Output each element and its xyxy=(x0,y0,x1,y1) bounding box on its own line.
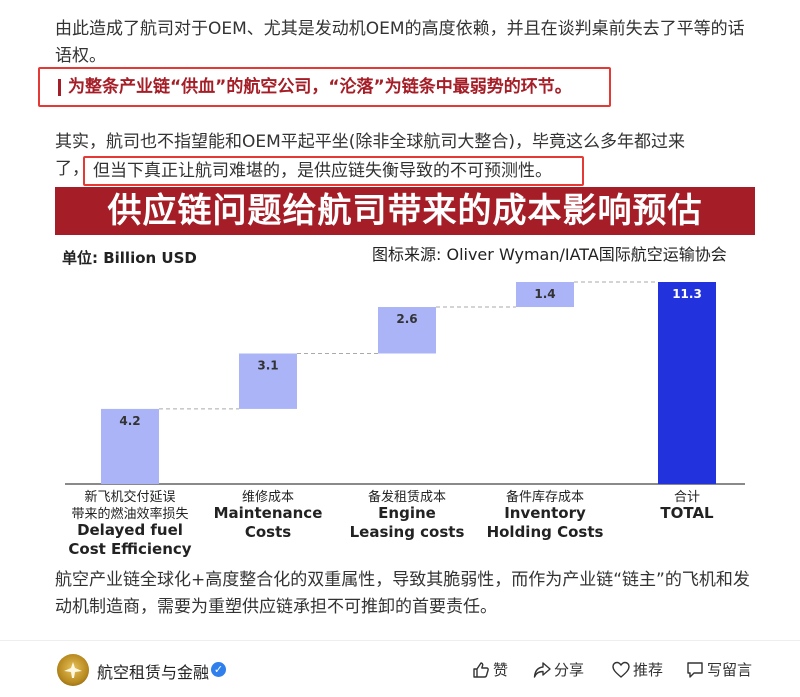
highlight-box-1: 为整条产业链“供血”的航空公司，“沦落”为链条中最弱势的环节。 xyxy=(38,67,611,107)
highlight-text-1: 为整条产业链“供血”的航空公司，“沦落”为链条中最弱势的环节。 xyxy=(68,77,572,97)
thumbs-up-icon xyxy=(473,662,489,678)
heart-icon xyxy=(612,661,630,678)
chart-unit: 单位: Billion USD xyxy=(62,249,197,267)
category-label-3-3: Leasing costs xyxy=(350,523,465,541)
category-label-1-4: Cost Efficiency xyxy=(68,540,191,558)
bar-1 xyxy=(101,408,159,484)
share-icon xyxy=(533,662,551,678)
category-label-1-1: 新飞机交付延误 xyxy=(84,489,175,505)
recommend-button[interactable]: 推荐 xyxy=(612,659,663,680)
category-label-4-1: 备件库存成本 xyxy=(506,489,584,505)
category-label-1-3: Delayed fuel xyxy=(77,521,183,539)
bar-3 xyxy=(378,307,436,354)
highlight-box-2: 但当下真正让航司难堪的，是供应链失衡导致的不可预测性。 xyxy=(83,156,584,186)
category-label-5-2: TOTAL xyxy=(660,504,714,522)
category-label-2-1: 维修成本 xyxy=(242,490,294,505)
highlight-text-2: 但当下真正让航司难堪的，是供应链失衡导致的不可预测性。 xyxy=(93,161,552,181)
comment-icon xyxy=(687,662,703,678)
category-label-4-2: Inventory xyxy=(504,504,586,522)
chart-source: 图标来源: Oliver Wyman/IATA国际航空运输协会 xyxy=(372,245,727,264)
account-avatar[interactable] xyxy=(57,654,89,686)
data-label-1: 4.2 xyxy=(119,414,140,428)
paragraph-2: 其实，航司也不指望能和OEM平起平坐(除非全球航司大整合)，毕竟这么多年都过来 xyxy=(55,132,686,152)
paragraph-3: 航空产业链全球化+高度整合化的双重属性，导致其脆弱性，而作为产业链“链主”的飞机… xyxy=(55,570,750,617)
category-label-5-1: 合计 xyxy=(674,490,700,505)
comment-button[interactable]: 写留言 xyxy=(686,659,752,680)
category-label-2-2: Maintenance xyxy=(214,504,323,522)
quote-bar xyxy=(58,79,61,96)
category-label-1-2: 带来的燃油效率损失 xyxy=(71,506,188,522)
share-label: 分享 xyxy=(554,661,585,679)
recommend-label: 推荐 xyxy=(633,661,664,679)
like-label: 赞 xyxy=(493,661,509,679)
category-label-4-3: Holding Costs xyxy=(487,523,604,541)
account-name[interactable]: 航空租赁与金融 xyxy=(97,663,210,682)
category-label-3-2: Engine xyxy=(378,504,436,522)
data-label-5: 11.3 xyxy=(672,287,702,301)
data-label-4: 1.4 xyxy=(534,287,555,301)
share-button[interactable]: 分享 xyxy=(533,659,584,680)
bar-2 xyxy=(239,353,297,409)
bar-4 xyxy=(516,282,574,308)
category-label-2-3: Costs xyxy=(245,523,291,541)
comment-label: 写留言 xyxy=(707,661,753,679)
category-label-3-1: 备发租赁成本 xyxy=(368,489,446,505)
paragraph-1: 由此造成了航司对于OEM、尤其是发动机OEM的高度依赖，并且在谈判桌前失去了平等… xyxy=(55,19,745,66)
data-label-2: 3.1 xyxy=(257,359,278,373)
verified-icon: ✓ xyxy=(211,662,226,677)
paragraph-2-continued: 了， xyxy=(55,159,89,179)
like-button[interactable]: 赞 xyxy=(472,659,508,680)
chart-title: 供应链问题给航司带来的成本影响预估 xyxy=(55,187,755,235)
data-label-3: 2.6 xyxy=(396,312,417,326)
waterfall-chart: 4.2 3.1 2.6 1.4 11.3 新飞机交付延误带来的燃油效率损失Delayed … xyxy=(65,281,745,558)
bar-5 xyxy=(658,282,716,484)
plane-logo-icon xyxy=(64,662,82,678)
article-footer: 航空租赁与金融 ✓ 赞 分享 推荐 写留言 xyxy=(0,640,800,697)
